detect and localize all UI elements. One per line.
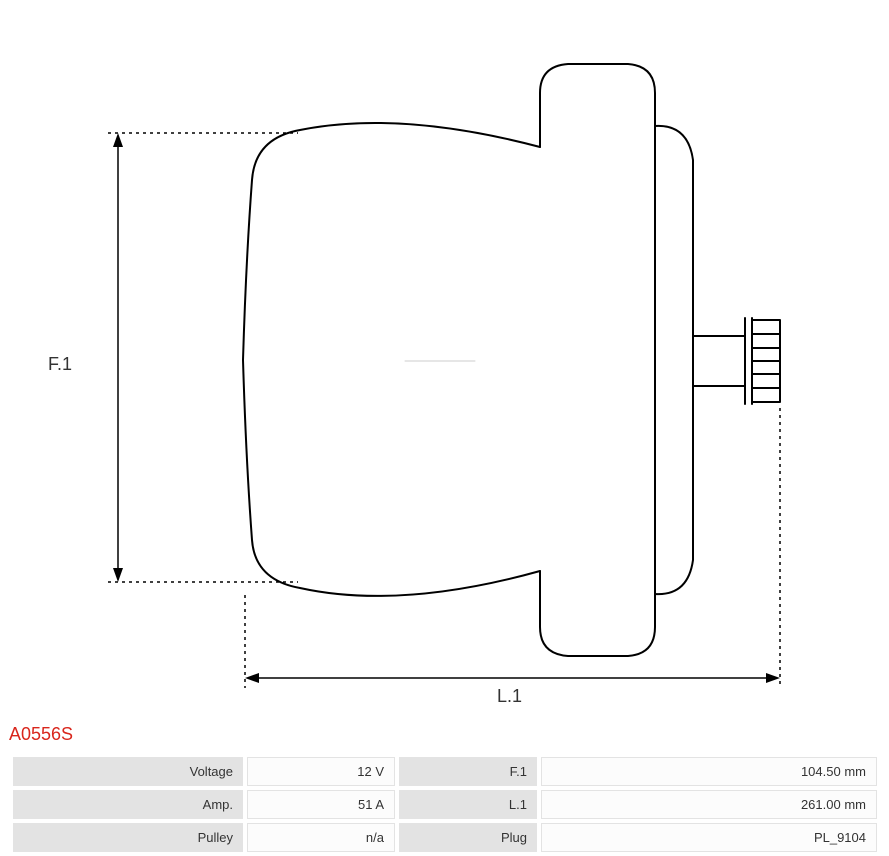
spec-value: 261.00 mm [541,790,877,819]
spec-value: 51 A [247,790,395,819]
spec-label: Voltage [13,757,243,786]
spec-label: Plug [399,823,537,852]
spec-row: Pulley n/a Plug PL_9104 [13,823,877,852]
spec-value: PL_9104 [541,823,877,852]
spec-label: Pulley [13,823,243,852]
spec-label: L.1 [399,790,537,819]
part-outline-svg: F.1 L.1 [0,0,889,720]
dim-F1-label: F.1 [48,354,72,374]
dim-L1-label: L.1 [497,686,522,706]
technical-diagram: F.1 L.1 [0,0,889,720]
part-code: A0556S [0,720,889,753]
spec-label: F.1 [399,757,537,786]
spec-value: 12 V [247,757,395,786]
spec-value: n/a [247,823,395,852]
spec-row: Amp. 51 A L.1 261.00 mm [13,790,877,819]
spec-table: Voltage 12 V F.1 104.50 mm Amp. 51 A L.1… [9,753,881,856]
spec-value: 104.50 mm [541,757,877,786]
spec-row: Voltage 12 V F.1 104.50 mm [13,757,877,786]
spec-label: Amp. [13,790,243,819]
